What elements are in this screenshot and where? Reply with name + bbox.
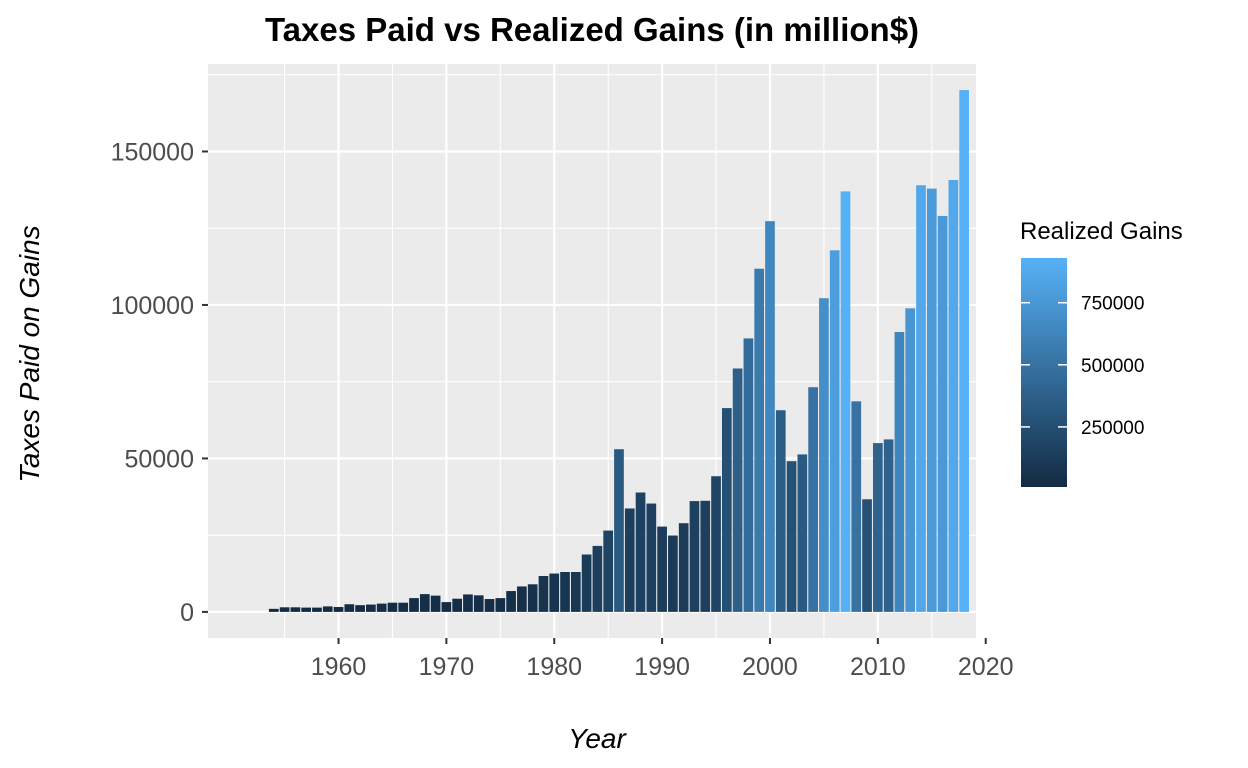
bar xyxy=(905,308,916,612)
bar xyxy=(829,250,840,612)
bar xyxy=(463,594,473,612)
x-tick-label: 1960 xyxy=(311,653,367,681)
bar xyxy=(786,461,797,612)
bar xyxy=(775,410,786,612)
bar xyxy=(657,526,667,612)
bar xyxy=(614,449,624,612)
x-tick-label: 1990 xyxy=(634,653,690,681)
bar xyxy=(754,268,765,612)
y-tick-label: 100000 xyxy=(111,292,194,320)
bar xyxy=(322,606,333,612)
bar xyxy=(452,598,463,612)
bar xyxy=(430,595,441,612)
x-tick-label: 1980 xyxy=(526,653,582,681)
bar xyxy=(473,595,484,612)
bar xyxy=(765,221,775,612)
bar xyxy=(366,604,376,612)
bar xyxy=(840,191,851,612)
bar xyxy=(624,508,635,612)
bar xyxy=(797,454,808,612)
bar xyxy=(517,586,527,612)
bar xyxy=(862,499,872,612)
bar xyxy=(398,602,409,612)
bar xyxy=(560,572,570,612)
bar xyxy=(344,604,355,612)
bar xyxy=(301,607,312,612)
bar xyxy=(290,607,301,612)
bar xyxy=(419,594,430,612)
bar xyxy=(819,298,829,612)
bar xyxy=(570,572,581,612)
bar xyxy=(743,338,754,612)
bar xyxy=(872,443,883,612)
bar xyxy=(484,599,495,612)
y-tick-label: 0 xyxy=(180,599,194,627)
bar xyxy=(495,598,506,612)
legend-tick-label: 250000 xyxy=(1081,418,1144,439)
bar xyxy=(689,501,700,612)
legend-tick-label: 750000 xyxy=(1081,294,1144,315)
bar xyxy=(916,185,926,612)
y-tick-label: 50000 xyxy=(124,445,194,473)
bar xyxy=(355,605,365,612)
bar xyxy=(538,575,549,612)
bar xyxy=(441,602,452,612)
bar xyxy=(646,503,657,612)
bar xyxy=(592,545,603,612)
bar xyxy=(635,492,646,612)
bar xyxy=(506,591,516,612)
bar xyxy=(409,598,419,612)
bar xyxy=(851,401,862,612)
bar xyxy=(700,500,711,612)
bar xyxy=(549,573,560,612)
bar xyxy=(312,607,322,612)
bar xyxy=(948,180,959,612)
bar xyxy=(527,584,538,612)
legend-ticks: 250000 500000 750000 xyxy=(1021,294,1144,439)
bar xyxy=(721,408,732,612)
bar xyxy=(711,476,721,612)
bar xyxy=(894,331,905,612)
bar xyxy=(581,554,592,612)
y-tick-label: 150000 xyxy=(111,138,194,166)
legend-tick-label: 500000 xyxy=(1081,356,1144,377)
x-tick-label: 2000 xyxy=(742,653,798,681)
bar xyxy=(268,608,279,612)
x-tick-label: 2020 xyxy=(958,653,1014,681)
x-axis: 1960 1970 1980 1990 2000 2010 2020 xyxy=(311,638,1014,681)
bar xyxy=(678,523,689,612)
bar xyxy=(883,439,894,612)
y-axis-title: Taxes Paid on Gains xyxy=(14,225,45,482)
x-tick-label: 1970 xyxy=(419,653,475,681)
legend-title: Realized Gains xyxy=(1020,218,1183,245)
bar xyxy=(937,215,948,612)
x-tick-label: 2010 xyxy=(850,653,906,681)
bar xyxy=(668,535,678,612)
bar xyxy=(732,368,743,612)
x-axis-title: Year xyxy=(568,723,627,754)
bar xyxy=(376,603,387,612)
bar xyxy=(926,188,937,612)
bar xyxy=(959,90,969,612)
chart-title: Taxes Paid vs Realized Gains (in million… xyxy=(265,11,919,48)
bars xyxy=(268,90,969,612)
bar xyxy=(333,606,344,612)
bar xyxy=(279,607,290,612)
bar xyxy=(387,602,398,612)
bar xyxy=(808,387,818,612)
legend-colorbar xyxy=(1021,258,1067,487)
y-axis: 0 50000 100000 150000 xyxy=(111,138,208,627)
bar xyxy=(603,530,614,612)
legend: Realized Gains 250000 500000 750000 xyxy=(1020,218,1183,487)
